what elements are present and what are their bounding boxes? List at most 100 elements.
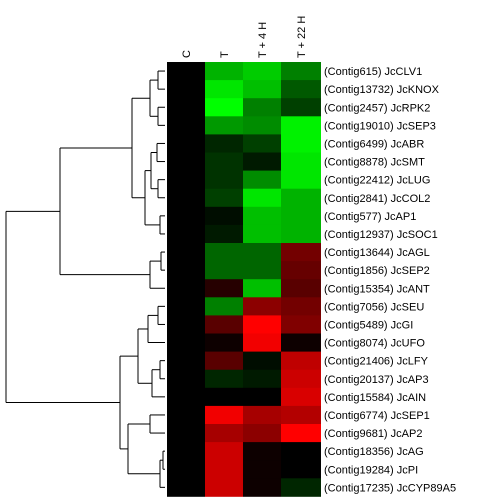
heatmap-cell <box>243 134 281 153</box>
row-label: (Contig2841) JcCOL2 <box>324 193 430 205</box>
heatmap-cell <box>243 170 281 190</box>
row-label: (Contig5489) JcGI <box>324 319 413 331</box>
heatmap-cell <box>281 478 321 497</box>
heatmap-cell <box>205 460 243 479</box>
heatmap-cell <box>205 424 243 443</box>
heatmap-cell <box>167 424 205 443</box>
heatmap-cell <box>205 369 243 389</box>
heatmap-cell <box>243 351 281 371</box>
heatmap-cell <box>205 279 243 298</box>
heatmap-cell <box>167 315 205 334</box>
row-label: (Contig21406) JcLFY <box>324 356 429 368</box>
heatmap-cell <box>281 315 321 334</box>
column-label: T + 4 H <box>257 22 269 58</box>
heatmap-cell <box>243 80 281 99</box>
row-label: (Contig15354) JcANT <box>324 283 430 295</box>
heatmap-cell <box>167 460 205 479</box>
heatmap-cell <box>167 279 205 298</box>
row-label: (Contig9681) JcAP2 <box>324 428 422 440</box>
row-label: (Contig615) JcCLV1 <box>324 66 422 78</box>
heatmap-cell <box>243 116 281 135</box>
heatmap-cell <box>167 98 205 117</box>
heatmap-cell <box>167 478 205 497</box>
row-label: (Contig17235) JcCYP89A5 <box>324 482 456 494</box>
heatmap-cell <box>167 152 205 171</box>
row-label: (Contig6774) JcSEP1 <box>324 410 430 422</box>
heatmap-cell <box>281 351 321 371</box>
heatmap-cell <box>205 261 243 280</box>
row-labels: (Contig615) JcCLV1 (Contig13732) JcKNOX (C… <box>324 66 456 494</box>
row-label: (Contig8074) JcUFO <box>324 338 425 350</box>
heatmap-cell <box>281 98 321 117</box>
heatmap-cell <box>243 206 281 226</box>
heatmap-cell <box>281 279 321 298</box>
heatmap-cell <box>205 98 243 117</box>
heatmap-cell <box>243 442 281 461</box>
column-label: T + 22 H <box>296 16 308 58</box>
heatmap-cell <box>281 387 321 407</box>
heatmap-cell <box>243 297 281 316</box>
heatmap-cell <box>243 333 281 352</box>
column-labels: C T T + 4 H T + 22 H <box>181 16 308 58</box>
heatmap-cell <box>205 80 243 99</box>
heatmap-cell <box>167 243 205 262</box>
heatmap-cell <box>205 297 243 316</box>
heatmap-cell <box>281 188 321 208</box>
heatmap-cell <box>167 62 205 81</box>
heatmap-cell <box>205 152 243 171</box>
row-label: (Contig20137) JcAP3 <box>324 374 429 386</box>
heatmap-cell <box>167 405 205 425</box>
heatmap-cell <box>167 387 205 407</box>
heatmap-cell <box>281 80 321 99</box>
column-label: T <box>219 51 231 58</box>
heatmap-cell <box>205 188 243 208</box>
heatmap-cell <box>281 297 321 316</box>
heatmap-cell <box>243 152 281 171</box>
heatmap-cell <box>205 206 243 226</box>
heatmap-cell <box>243 188 281 208</box>
heatmap-cell <box>205 333 243 352</box>
heatmap-cell <box>167 206 205 226</box>
row-label: (Contig13732) JcKNOX <box>324 84 440 96</box>
heatmap-cell <box>205 134 243 153</box>
heatmap-cell <box>167 297 205 316</box>
heatmap-cell <box>167 333 205 352</box>
heatmap-cell <box>281 152 321 171</box>
heatmap-cell <box>167 351 205 371</box>
heatmap-cell <box>243 460 281 479</box>
heatmap-cell <box>243 478 281 497</box>
heatmap-cell <box>205 351 243 371</box>
heatmap-cell <box>281 170 321 190</box>
row-label: (Contig22412) JcLUG <box>324 175 430 187</box>
row-label: (Contig18356) JcAG <box>324 446 424 458</box>
heatmap-cell <box>167 170 205 190</box>
row-label: (Contig8878) JcSMT <box>324 157 425 169</box>
heatmap-cell <box>205 315 243 334</box>
heatmap-cell <box>281 405 321 425</box>
heatmap-cell <box>243 405 281 425</box>
heatmap-cell <box>243 424 281 443</box>
row-label: (Contig1856) JcSEP2 <box>324 265 430 277</box>
heatmap-cell <box>205 224 243 244</box>
heatmap-cell <box>281 116 321 135</box>
row-label: (Contig19010) JcSEP3 <box>324 120 436 132</box>
heatmap-cell <box>205 387 243 407</box>
row-label: (Contig15584) JcAIN <box>324 392 426 404</box>
heatmap-cell <box>281 442 321 461</box>
heatmap-cell <box>243 243 281 262</box>
heatmap-cell <box>281 369 321 389</box>
heatmap-cell <box>243 369 281 389</box>
heatmap-cell <box>281 261 321 280</box>
heatmap-cell <box>281 134 321 153</box>
heatmap-cell <box>281 224 321 244</box>
heatmap-cell <box>205 405 243 425</box>
heatmap-cell <box>281 206 321 226</box>
row-label: (Contig13644) JcAGL <box>324 247 430 259</box>
heatmap-cell <box>167 80 205 99</box>
row-label: (Contig577) JcAP1 <box>324 211 416 223</box>
heatmap-cells <box>167 62 321 497</box>
heatmap-cell <box>167 442 205 461</box>
row-label: (Contig7056) JcSEU <box>324 301 424 313</box>
heatmap-cell <box>205 62 243 81</box>
